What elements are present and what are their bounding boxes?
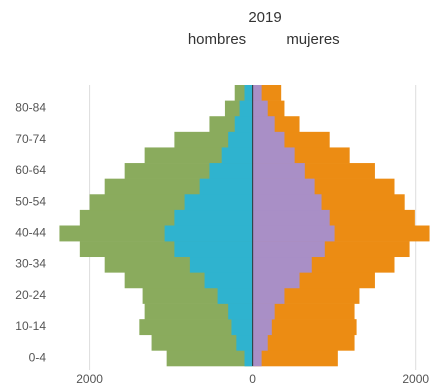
x-tick-label: 0: [249, 372, 256, 386]
bar: [252, 100, 268, 117]
bar: [252, 334, 355, 351]
y-tick-label: 20-24: [15, 288, 46, 302]
bar: [139, 319, 253, 336]
bar: [252, 147, 295, 164]
bar: [174, 241, 253, 258]
bar: [252, 319, 272, 336]
x-tick-label: 2000: [402, 372, 429, 386]
x-tick-label: 2000: [76, 372, 103, 386]
bar: [189, 256, 253, 273]
bar: [252, 287, 285, 304]
bar: [252, 350, 262, 367]
y-tick-label: 80-84: [15, 101, 46, 115]
bar: [184, 194, 253, 211]
y-tick-label: 50-54: [15, 194, 46, 208]
bar: [252, 303, 355, 320]
bar: [164, 225, 253, 242]
bar: [228, 303, 253, 320]
bar: [174, 209, 253, 226]
bar: [209, 163, 253, 179]
bar: [252, 131, 285, 148]
y-tick-label: 70-74: [15, 132, 46, 146]
bar: [244, 85, 253, 101]
bar: [236, 334, 253, 351]
bar: [252, 241, 325, 258]
bar: [144, 303, 253, 320]
left-label: hombres: [188, 31, 246, 48]
bar: [252, 209, 330, 226]
bar: [252, 178, 315, 195]
bar: [252, 194, 322, 211]
y-tick-label: 30-34: [15, 257, 46, 271]
bar: [252, 303, 275, 320]
bar: [151, 334, 253, 351]
y-tick-label: 0-4: [29, 350, 47, 364]
bar: [217, 287, 253, 304]
bar: [221, 147, 253, 164]
bar: [252, 225, 335, 242]
y-tick-label: 40-44: [15, 225, 46, 239]
bar: [252, 163, 305, 179]
bar: [252, 116, 275, 133]
bar: [204, 272, 253, 289]
bar: [234, 116, 253, 133]
bar: [252, 350, 338, 367]
y-tick-label: 60-64: [15, 163, 46, 177]
bar: [228, 131, 253, 148]
chart-title: 2019: [248, 9, 281, 26]
right-label: mujeres: [286, 31, 339, 48]
bar: [252, 256, 312, 273]
bar: [252, 85, 262, 101]
bar: [239, 100, 253, 117]
bar: [231, 319, 253, 336]
bar: [252, 334, 268, 351]
bar: [199, 178, 253, 195]
bar: [244, 350, 253, 367]
bar: [252, 272, 300, 289]
bar: [166, 350, 253, 367]
y-tick-label: 10-14: [15, 319, 46, 333]
bar: [252, 319, 357, 336]
